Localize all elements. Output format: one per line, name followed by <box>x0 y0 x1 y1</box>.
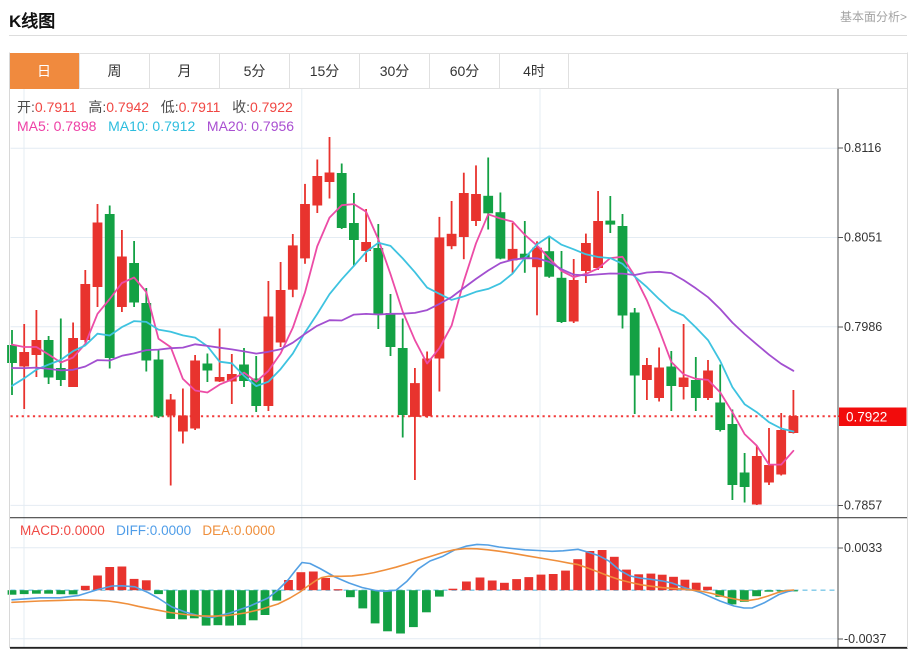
svg-text:0.8051: 0.8051 <box>844 231 882 245</box>
svg-text:0.0033: 0.0033 <box>844 541 882 555</box>
svg-text:0.7922: 0.7922 <box>846 410 887 425</box>
svg-text:0.7857: 0.7857 <box>844 499 882 513</box>
svg-text:0.7986: 0.7986 <box>844 320 882 334</box>
svg-text:-0.0037: -0.0037 <box>844 632 886 646</box>
svg-text:0.8116: 0.8116 <box>844 141 881 155</box>
